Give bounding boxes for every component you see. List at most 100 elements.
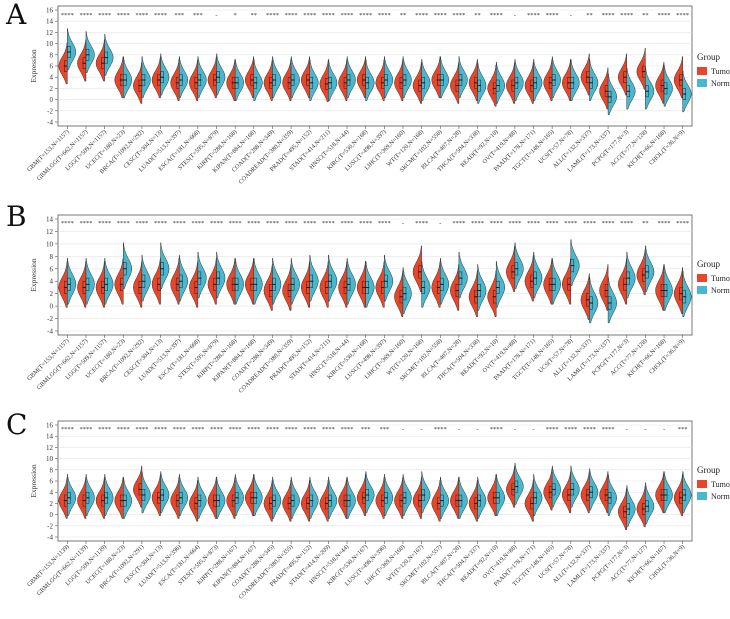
significance-label: **** (98, 220, 111, 227)
legend-item-tumor: Tumor (697, 272, 730, 284)
significance-label: **** (154, 12, 167, 19)
y-tick-label: 6 (50, 265, 54, 273)
violin-tumor (356, 261, 366, 308)
violin-normal (645, 245, 655, 293)
significance-label: ** (251, 12, 258, 19)
violin-tumor (151, 56, 161, 99)
legend-swatch-normal (697, 286, 707, 294)
significance-label: **** (210, 220, 223, 227)
violin-normal (570, 465, 580, 508)
violin-tumor (412, 61, 422, 104)
panel-label-c: C (6, 408, 28, 441)
y-tick-label: 2 (50, 500, 54, 508)
violin-normal (682, 471, 692, 514)
violin-tumor (506, 61, 516, 104)
violin-normal (663, 264, 673, 311)
significance-label: **** (434, 12, 447, 19)
y-tick-label: 12 (46, 444, 54, 452)
violin-normal (421, 471, 431, 514)
violin-tumor (207, 476, 217, 519)
y-tick-label: 12 (46, 29, 54, 37)
violin-tumor (319, 261, 329, 308)
legend-title: Group (697, 465, 720, 475)
legend-item-tumor: Tumor (697, 65, 730, 77)
violin-tumor (543, 257, 553, 305)
violin-normal (234, 474, 244, 516)
y-axis-label: Expression (29, 464, 38, 498)
violin-normal (272, 476, 282, 519)
y-tick-label: -4 (47, 119, 53, 127)
significance-label: **** (583, 220, 596, 227)
violin-tumor (58, 42, 68, 85)
violin-normal (384, 56, 394, 99)
violin-normal (67, 257, 77, 305)
violin-tumor (58, 261, 68, 308)
violin-normal (104, 257, 114, 305)
significance-label: **** (98, 426, 111, 433)
significance-label: **** (322, 12, 335, 19)
violin-tumor (468, 270, 478, 317)
significance-label: - (570, 12, 572, 19)
violin-tumor (450, 61, 460, 104)
significance-label: **** (135, 12, 148, 19)
violin-normal (384, 474, 394, 516)
violin-tumor (599, 67, 609, 110)
violin-tumor (319, 60, 329, 103)
violin-normal (328, 476, 338, 519)
violin-tumor (412, 476, 422, 519)
significance-label: **** (676, 12, 689, 19)
violin-normal (160, 53, 170, 96)
significance-label: ** (400, 12, 407, 19)
violin-normal (365, 59, 375, 101)
significance-label: - (514, 12, 516, 19)
violin-tumor (77, 261, 87, 308)
violin-tumor (673, 267, 683, 314)
violin-tumor (506, 465, 516, 508)
violin-normal (533, 474, 543, 516)
y-axis-label: Expression (29, 49, 38, 83)
violin-tumor (394, 476, 404, 519)
violin-normal (440, 476, 450, 519)
significance-label: **** (602, 220, 615, 227)
y-tick-label: 4 (50, 489, 54, 497)
violin-tumor (95, 476, 105, 519)
violin-tumor (207, 56, 217, 99)
significance-label: *** (678, 426, 688, 433)
y-tick-label: 16 (46, 7, 54, 15)
violin-normal (290, 476, 300, 519)
significance-label: **** (322, 426, 335, 433)
violin-normal (458, 476, 468, 519)
violin-normal (346, 476, 356, 519)
violin-normal (178, 56, 189, 99)
violin-tumor (170, 59, 180, 101)
plot-area (57, 214, 693, 336)
violin-tumor (356, 474, 366, 516)
significance-label: **** (266, 220, 279, 227)
legend-swatch-tumor (697, 274, 707, 282)
violin-tumor (636, 485, 646, 528)
violin-tumor (114, 476, 124, 519)
significance-label: ** (642, 220, 649, 227)
significance-label: **** (247, 220, 260, 227)
violin-tumor (431, 56, 441, 99)
significance-label: **** (173, 220, 186, 227)
significance-label: **** (285, 12, 298, 19)
violin-normal (141, 254, 151, 302)
violin-normal (570, 239, 580, 286)
significance-label: **** (247, 426, 260, 433)
significance-label: **** (266, 426, 279, 433)
y-tick-label: 10 (46, 40, 54, 48)
violin-normal (514, 242, 524, 289)
violin-normal (253, 474, 263, 516)
y-tick-label: 10 (46, 240, 54, 248)
y-tick-label: 6 (50, 63, 54, 71)
violin-tumor (189, 261, 199, 308)
y-tick-label: 2 (50, 85, 54, 93)
violin-tumor (394, 270, 404, 317)
violin-tumor (58, 476, 68, 519)
significance-label: *** (361, 426, 371, 433)
legend-item-normal: Normal (697, 284, 730, 296)
violin-normal (384, 254, 394, 302)
significance-label: **** (61, 220, 74, 227)
significance-label: **** (452, 220, 465, 227)
